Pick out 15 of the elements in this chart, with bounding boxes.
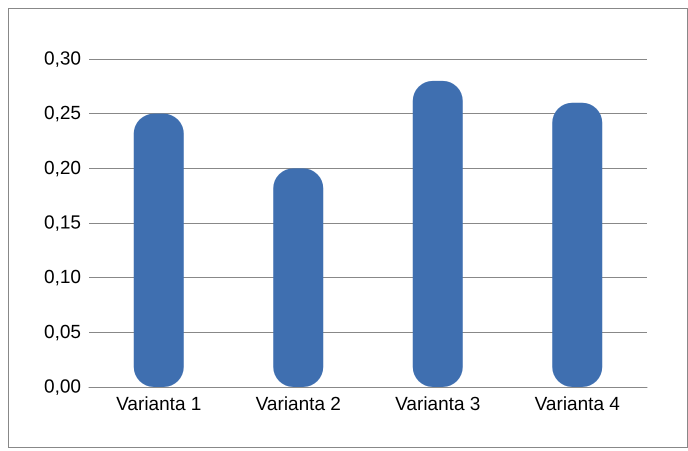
y-tick-label: 0,10: [44, 267, 81, 288]
y-tick-label: 0,25: [44, 103, 81, 124]
y-tick-label: 0,00: [44, 376, 81, 398]
bar: [273, 168, 324, 387]
y-tick-label: 0,20: [44, 158, 81, 179]
x-tick-label: Varianta 3: [395, 394, 480, 415]
x-tick-label: Varianta 1: [116, 394, 202, 415]
x-tick-label: Varianta 4: [534, 394, 620, 415]
bar: [552, 102, 602, 387]
y-tick-label: 0,05: [44, 322, 81, 343]
y-tick-label: 0,15: [44, 212, 81, 234]
y-tick-label: 0,30: [44, 48, 81, 70]
bar: [412, 80, 463, 387]
x-tick-label: Varianta 2: [256, 394, 341, 415]
bar: [134, 114, 184, 387]
